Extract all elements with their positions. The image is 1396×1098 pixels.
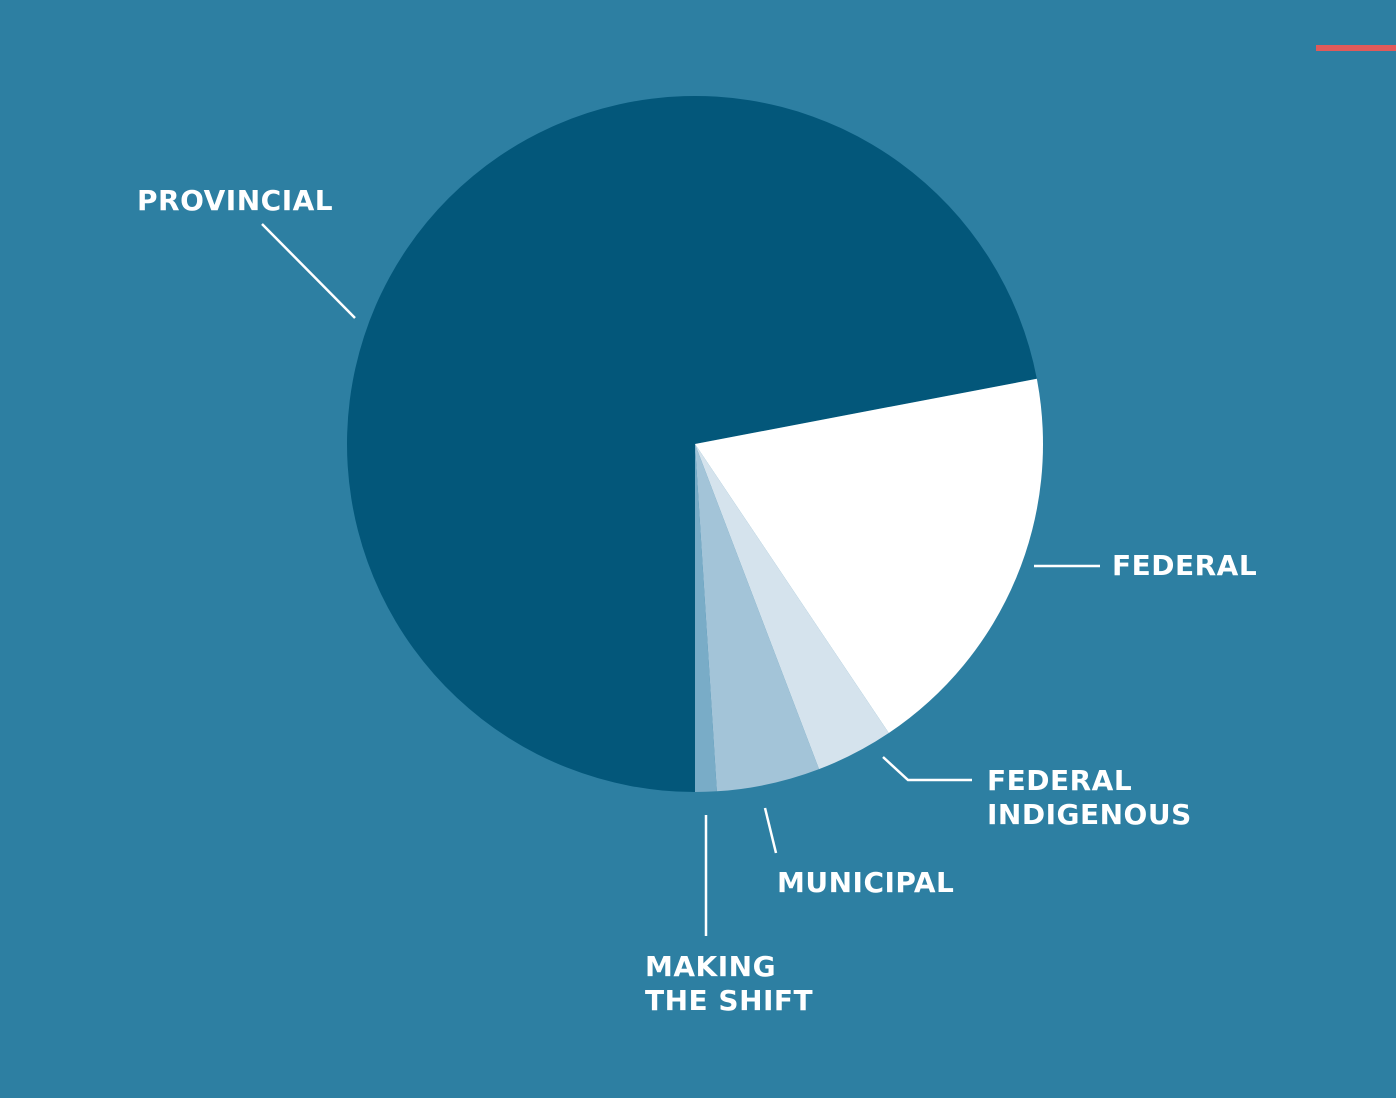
label-municipal: MUNICIPAL: [777, 866, 954, 899]
label-provincial-leader-line: [261, 223, 356, 319]
label-federal-indigenous: FEDERAL INDIGENOUS: [987, 764, 1192, 831]
label-federal-indigenous-line-1: FEDERAL: [987, 764, 1132, 797]
label-making-the-shift-line-1: MAKING: [645, 950, 776, 983]
label-making-the-shift: MAKING THE SHIFT: [645, 950, 813, 1017]
label-provincial-line-1: PROVINCIAL: [137, 184, 333, 217]
label-federal-indigenous-leader-line: [882, 756, 972, 782]
slice-federal: [695, 378, 1044, 734]
pie-slices: [347, 95, 1044, 793]
label-federal-line-1: FEDERAL: [1112, 549, 1257, 582]
label-municipal-leader-line: [763, 807, 778, 854]
accent-bar: [1316, 45, 1396, 51]
label-provincial: PROVINCIAL: [137, 184, 333, 217]
slice-provincial: [347, 95, 1037, 793]
slice-municipal: [695, 444, 820, 792]
label-making-the-shift-line-2: THE SHIFT: [645, 984, 813, 1017]
label-federal: FEDERAL: [1112, 549, 1257, 582]
slice-making-the-shift: [695, 444, 717, 792]
slice-federal-indigenous: [695, 444, 889, 770]
label-federal-indigenous-line-2: INDIGENOUS: [987, 798, 1192, 831]
label-municipal-line-1: MUNICIPAL: [777, 866, 954, 899]
